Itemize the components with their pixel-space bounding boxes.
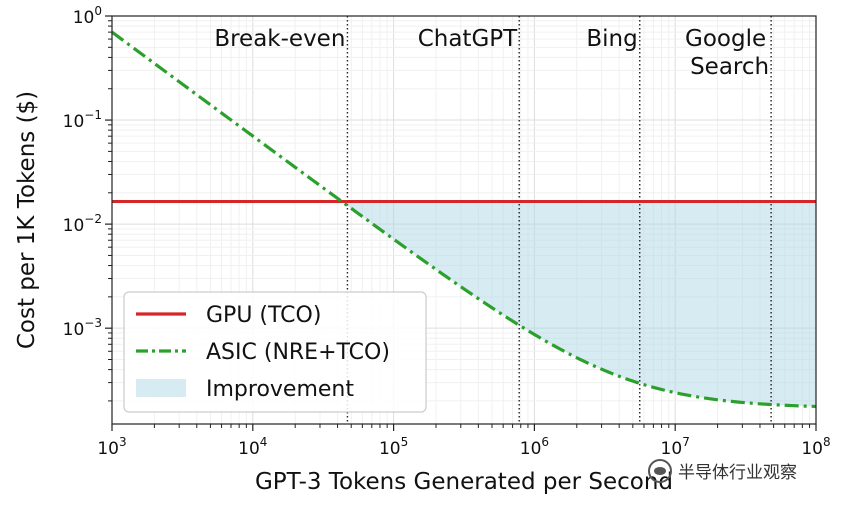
tick-exponent: 6 xyxy=(541,435,549,449)
tick-base: 10 xyxy=(801,439,823,459)
tick-base: 10 xyxy=(661,439,683,459)
improvement-area xyxy=(347,201,816,407)
vline-label: ChatGPT xyxy=(418,26,518,52)
vlines: Break-even ChatGPT Bing Google Search xyxy=(214,16,772,424)
tick-base: 10 xyxy=(520,439,542,459)
tick-exponent: −1 xyxy=(84,108,102,122)
tick-base: 10 xyxy=(63,320,85,340)
watermark-text: 半导体行业观察 xyxy=(678,463,797,483)
x-tick-label: 108 xyxy=(801,435,830,459)
plot-frame xyxy=(111,15,817,425)
plot-border xyxy=(111,15,817,425)
tick-exponent: 3 xyxy=(119,435,127,449)
tick-exponent: 8 xyxy=(823,435,831,449)
wechat-icon xyxy=(648,458,672,483)
x-tick-label: 105 xyxy=(379,435,408,459)
legend: GPU (TCO) ASIC (NRE+TCO) Improvement xyxy=(123,291,427,413)
tick-exponent: 7 xyxy=(682,435,690,449)
legend-label: GPU (TCO) xyxy=(206,303,321,328)
vline-label: Google Search xyxy=(685,26,769,80)
tick-base: 10 xyxy=(97,439,119,459)
series-lines xyxy=(111,30,817,409)
x-tick-label: 104 xyxy=(238,435,267,459)
legend-box xyxy=(123,291,427,413)
tick-base: 10 xyxy=(238,439,260,459)
tick-exponent: 4 xyxy=(260,435,268,449)
vline-label-line: Google xyxy=(685,26,766,52)
y-tick-label: 10−2 xyxy=(63,212,102,236)
vline-label: Bing xyxy=(586,26,637,52)
improvement-fill-layer xyxy=(347,201,816,407)
legend-swatch-fill xyxy=(136,379,186,397)
tick-base: 10 xyxy=(73,8,95,28)
tick-exponent: −2 xyxy=(84,212,102,226)
vline-label-line: Search xyxy=(690,54,769,80)
tick-base: 10 xyxy=(379,439,401,459)
x-tick-label: 106 xyxy=(520,435,549,459)
legend-label: ASIC (NRE+TCO) xyxy=(206,340,390,365)
legend-label: Improvement xyxy=(206,377,354,402)
tick-exponent: 5 xyxy=(401,435,409,449)
x-tick-label: 107 xyxy=(661,435,690,459)
x-axis-label: GPT-3 Tokens Generated per Second xyxy=(255,469,673,495)
y-tick-label: 100 xyxy=(73,4,102,28)
watermark: 半导体行业观察 xyxy=(648,458,797,483)
y-axis-label: Cost per 1K Tokens ($) xyxy=(14,91,40,349)
tick-exponent: −3 xyxy=(84,316,102,330)
series-asic-line xyxy=(111,30,817,409)
y-tick-label: 10−3 xyxy=(63,316,102,340)
tick-base: 10 xyxy=(63,112,85,132)
tick-exponent: 0 xyxy=(94,4,102,18)
axis-labels: GPT-3 Tokens Generated per Second Cost p… xyxy=(14,91,673,495)
y-tick-label: 10−1 xyxy=(63,108,102,132)
vline-label: Break-even xyxy=(214,26,345,52)
tick-base: 10 xyxy=(63,216,85,236)
x-tick-label: 103 xyxy=(97,435,126,459)
